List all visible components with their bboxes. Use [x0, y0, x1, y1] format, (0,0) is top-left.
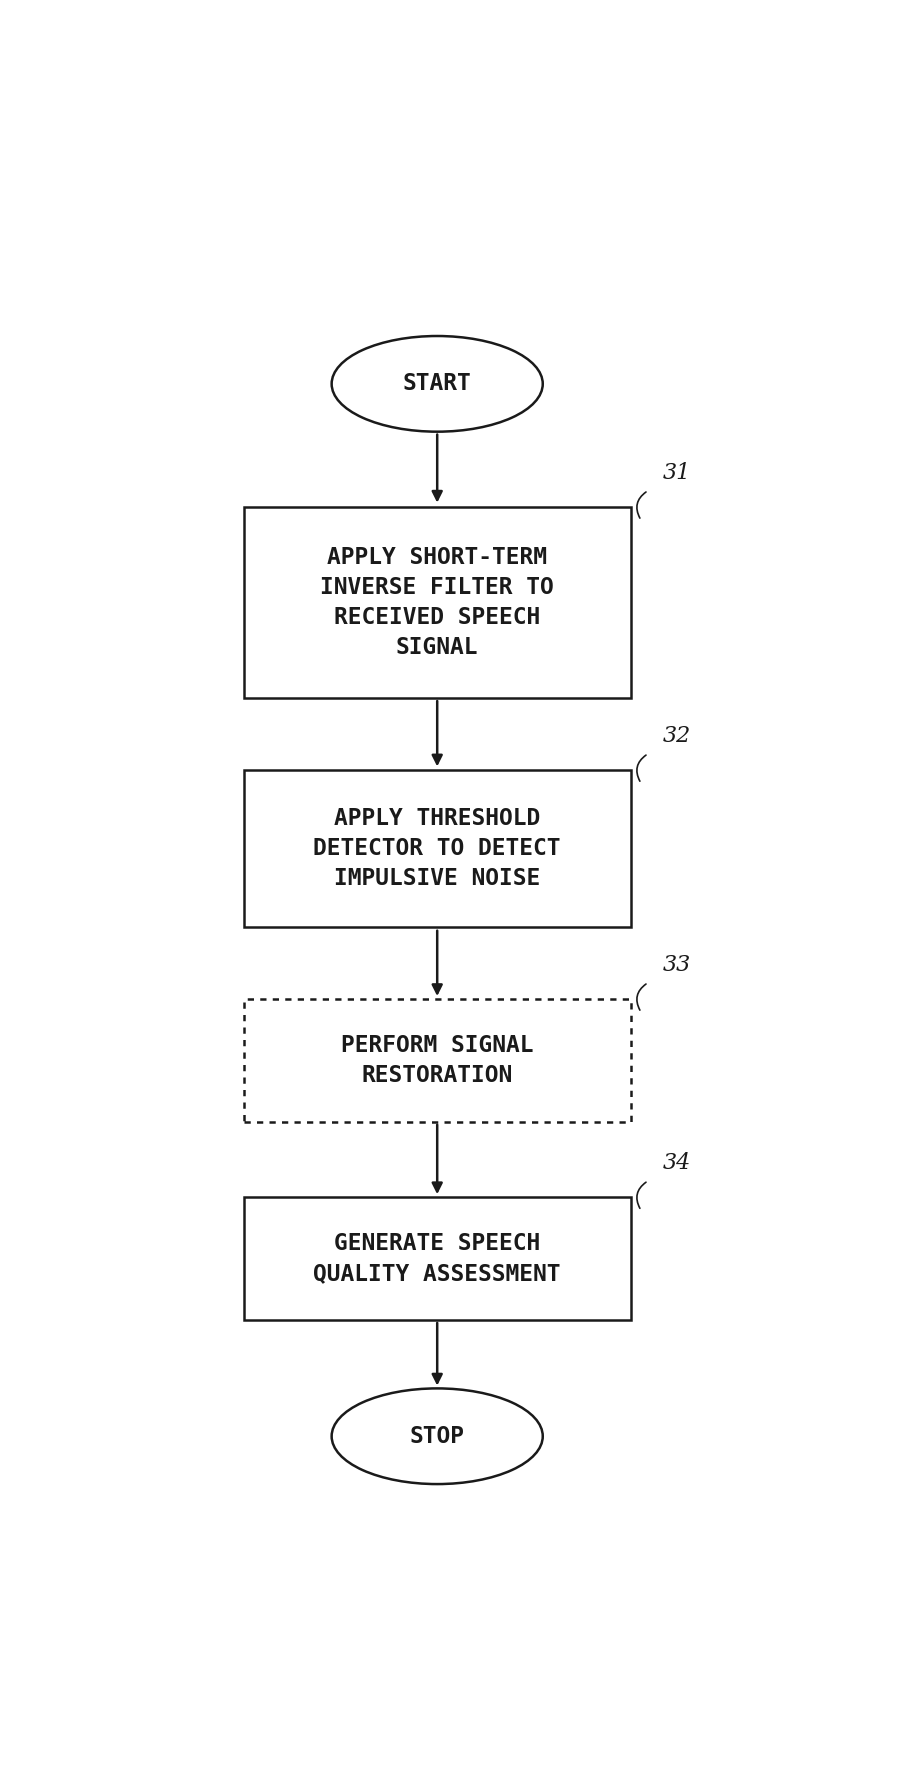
Text: START: START: [403, 373, 471, 396]
Text: APPLY THRESHOLD
DETECTOR TO DETECT
IMPULSIVE NOISE: APPLY THRESHOLD DETECTOR TO DETECT IMPUL…: [313, 808, 561, 891]
Text: 33: 33: [663, 953, 691, 976]
Text: APPLY SHORT-TERM
INVERSE FILTER TO
RECEIVED SPEECH
SIGNAL: APPLY SHORT-TERM INVERSE FILTER TO RECEI…: [321, 545, 554, 659]
Text: 31: 31: [663, 462, 691, 483]
Text: STOP: STOP: [410, 1425, 465, 1448]
Text: 34: 34: [663, 1152, 691, 1173]
Text: PERFORM SIGNAL
RESTORATION: PERFORM SIGNAL RESTORATION: [340, 1033, 534, 1086]
Text: GENERATE SPEECH
QUALITY ASSESSMENT: GENERATE SPEECH QUALITY ASSESSMENT: [313, 1232, 561, 1285]
Text: 32: 32: [663, 724, 691, 747]
